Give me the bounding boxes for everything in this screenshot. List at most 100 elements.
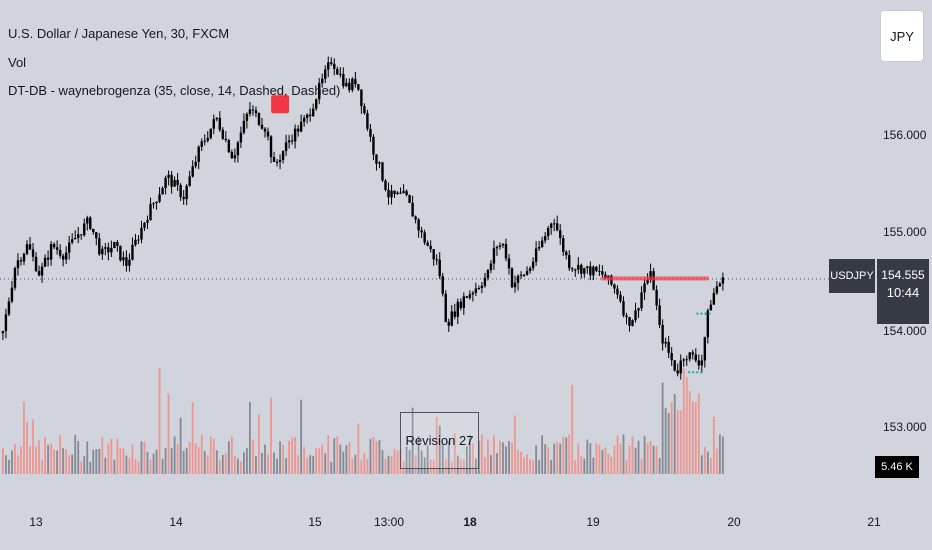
- candle-body: [438, 259, 441, 277]
- candle-body: [486, 269, 490, 278]
- candle-body: [128, 259, 131, 266]
- volume-bar: [267, 454, 269, 474]
- volume-bar: [206, 455, 209, 474]
- volume-bar: [441, 444, 444, 474]
- volume-bar: [306, 457, 309, 474]
- volume-bar: [239, 461, 242, 474]
- volume-bar: [74, 434, 77, 474]
- volume-bar: [544, 444, 547, 474]
- candle-body: [80, 234, 83, 236]
- candle-body: [311, 108, 315, 117]
- candle-body: [158, 194, 161, 202]
- volume-bar: [200, 435, 203, 474]
- candle-body: [685, 359, 688, 361]
- volume-bar: [164, 448, 167, 474]
- volume-bar: [553, 443, 556, 474]
- volume-bar: [104, 457, 107, 474]
- candle-body: [513, 282, 517, 288]
- candle-body: [203, 140, 206, 142]
- candle-body: [709, 304, 713, 311]
- volume-bar: [339, 444, 342, 474]
- candle-body: [643, 283, 646, 293]
- candle-body: [417, 219, 420, 231]
- volume-bar: [562, 436, 565, 474]
- volume-bar: [628, 445, 631, 474]
- candle-body: [146, 220, 149, 223]
- candle-body: [357, 84, 360, 90]
- candle-body: [64, 252, 68, 260]
- candle-body: [113, 241, 116, 249]
- candle-body: [125, 257, 128, 266]
- volume-bar: [246, 448, 248, 474]
- indicator-legend[interactable]: DT-DB - waynebrogenza (35, close, 14, Da…: [8, 83, 341, 98]
- volume-bar: [86, 441, 89, 474]
- price-chart[interactable]: [0, 0, 830, 505]
- candle-body: [330, 62, 333, 64]
- volume-bar: [116, 438, 119, 474]
- volume-bar: [149, 459, 152, 474]
- candle-body: [92, 228, 95, 233]
- volume-bar: [119, 448, 122, 474]
- volume-bar: [315, 448, 318, 474]
- volume-bar: [14, 443, 16, 474]
- volume-bar: [185, 447, 188, 474]
- volume-bar: [496, 453, 498, 474]
- candle-body: [616, 288, 619, 295]
- volume-bar: [312, 455, 315, 474]
- candle-body: [215, 117, 218, 120]
- volume-bar: [182, 451, 185, 474]
- volume-bar: [203, 451, 206, 474]
- candle-body: [640, 292, 643, 309]
- candle-body: [721, 277, 725, 284]
- volume-bar: [450, 461, 453, 474]
- volume-legend[interactable]: Vol: [8, 55, 27, 70]
- volume-bar: [511, 442, 513, 474]
- candle-body: [77, 234, 80, 238]
- candle-body: [583, 268, 586, 274]
- symbol-title[interactable]: U.S. Dollar / Japanese Yen, 30, FXCM: [8, 26, 230, 41]
- candle-body: [559, 230, 562, 239]
- volume-bar: [532, 460, 535, 474]
- volume-bar: [634, 447, 637, 474]
- candle-body: [176, 179, 179, 186]
- volume-bar: [348, 442, 351, 474]
- candle-body: [390, 190, 393, 198]
- candle-body: [58, 250, 62, 256]
- volume-bar: [453, 433, 456, 474]
- volume-bar: [35, 446, 37, 474]
- chart-area[interactable]: [0, 0, 830, 505]
- candle-body: [321, 78, 324, 84]
- volume-bar: [697, 393, 700, 474]
- volume-bar: [514, 415, 516, 474]
- candle-body: [351, 78, 354, 91]
- candle-body: [161, 188, 164, 195]
- volume-bar: [32, 419, 34, 474]
- candle-body: [631, 320, 634, 326]
- candle-body: [447, 322, 450, 326]
- volume-bar: [258, 414, 260, 474]
- candle-body: [137, 239, 140, 241]
- volume-bar: [622, 434, 625, 474]
- volume-bar: [270, 397, 272, 474]
- volume-bar: [285, 458, 287, 474]
- candle-body: [272, 157, 276, 162]
- candle-body: [43, 257, 47, 267]
- volume-bar: [601, 449, 604, 474]
- candle-body: [574, 269, 577, 271]
- candle-body: [649, 271, 652, 280]
- volume-bar: [652, 445, 655, 474]
- volume-bar: [303, 446, 306, 474]
- volume-bar: [556, 442, 559, 474]
- currency-button[interactable]: JPY: [880, 10, 924, 62]
- candle-body: [263, 128, 267, 132]
- candle-body: [402, 190, 405, 194]
- revision-annotation[interactable]: Revision 27: [400, 412, 479, 469]
- volume-bar: [158, 368, 161, 474]
- volume-bar: [637, 440, 640, 474]
- volume-bar: [297, 455, 300, 474]
- candle-body: [399, 192, 402, 194]
- candle-body: [522, 274, 526, 276]
- candle-body: [510, 268, 514, 288]
- volume-bar: [110, 438, 113, 474]
- volume-bar: [264, 444, 266, 474]
